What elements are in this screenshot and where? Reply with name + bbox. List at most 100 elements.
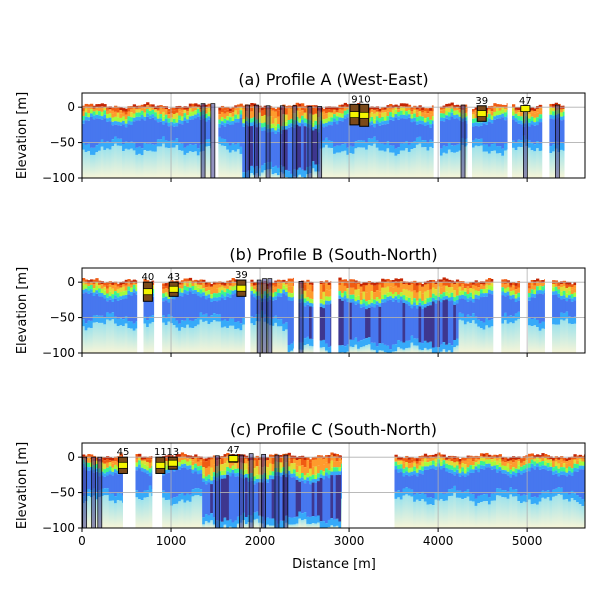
heatmap-cell [210,467,214,477]
heatmap-cell [202,279,206,283]
heatmap-cell [276,110,281,117]
heatmap-cell [103,107,107,111]
heatmap-cell [295,169,299,177]
heatmap-cell [375,301,380,305]
heatmap-cell [351,287,356,295]
heatmap-cell [578,497,583,505]
heatmap-cell [322,108,326,112]
heatmap-cell [279,296,283,320]
heatmap-cell [503,105,508,108]
heatmap-cell [95,464,99,469]
heatmap-cell [487,110,492,115]
heatmap-cell [466,314,470,322]
heatmap-cell [423,469,428,495]
heatmap-cell [236,149,241,178]
heatmap-cell [330,117,334,122]
heatmap-cell [538,293,542,324]
heatmap-cell [303,108,307,113]
heatmap-cell [90,289,94,293]
heatmap-cell [218,456,222,460]
heatmap-cell [271,282,275,286]
heatmap-cell [143,472,147,491]
heatmap-cell [220,284,225,287]
heatmap-cell [180,283,185,285]
heatmap-cell [522,494,526,502]
heatmap-cell [568,290,572,296]
heatmap-cell [418,473,422,495]
heatmap-cell [100,475,104,489]
heatmap-cell [439,155,444,178]
heatmap-cell [298,111,302,119]
heatmap-cell [365,345,369,353]
heatmap-cell [95,152,99,178]
heatmap-cell [453,297,457,302]
heatmap-cell [560,458,564,463]
heatmap-cell [132,323,137,331]
heatmap-cell [546,457,550,460]
heatmap-cell [474,145,478,178]
heatmap-cell [528,463,532,468]
heatmap-cell [338,277,342,281]
heatmap-cell [223,456,227,464]
heatmap-cell [503,116,508,121]
heatmap-cell [196,470,201,475]
heatmap-cell [263,163,267,171]
well-log [236,279,247,297]
heatmap-cell [207,116,211,120]
heatmap-cell [108,457,112,461]
heatmap-cell [212,300,217,314]
heatmap-cell [242,463,246,471]
heatmap-cell [84,323,88,331]
heatmap-cell [437,300,441,348]
heatmap-cell [479,502,484,528]
heatmap-cell [506,463,510,468]
heatmap-cell [226,106,230,110]
heatmap-cell [119,299,123,319]
heatmap-cell [159,110,163,115]
heatmap-cell [528,140,532,148]
heatmap-cell [394,498,398,528]
heatmap-cell [140,118,145,149]
heatmap-cell [341,104,345,108]
heatmap-cell [301,458,305,466]
heatmap-cell [114,121,118,125]
heatmap-cell [242,478,246,513]
heatmap-cell [180,124,185,144]
heatmap-cell [111,467,115,472]
heatmap-cell [514,457,518,460]
heatmap-cell [517,107,521,111]
heatmap-cell [487,454,492,458]
heatmap-cell [327,304,331,348]
heatmap-cell [116,300,120,319]
heatmap-cell [501,459,505,462]
heatmap-cell [573,323,577,353]
heatmap-cell [135,497,139,528]
heatmap-cell [236,328,241,353]
heatmap-cell [442,457,446,461]
heatmap-cell [114,469,118,473]
heatmap-cell [108,296,112,300]
heatmap-cell [474,458,478,460]
heatmap-cell [458,120,462,144]
heatmap-cell [463,104,468,108]
heatmap-cell [111,107,115,111]
heatmap-cell [170,140,174,148]
heatmap-cell [442,292,446,297]
heatmap-cell [122,326,126,353]
heatmap-cell [346,283,350,289]
heatmap-cell [485,110,489,113]
heatmap-cell [311,479,315,483]
heatmap-cell [180,143,185,151]
heatmap-cell [506,323,510,353]
heatmap-cell [469,458,473,461]
heatmap-cell [228,297,233,319]
heatmap-cell [100,281,104,285]
heatmap-cell [501,497,505,528]
heatmap-cell [423,113,428,119]
heatmap-cell [333,109,337,111]
heatmap-cell [386,105,390,108]
heatmap-cell [236,468,241,473]
heatmap-cell [359,307,364,341]
heatmap-cell [530,504,534,528]
heatmap-cell [111,312,115,320]
